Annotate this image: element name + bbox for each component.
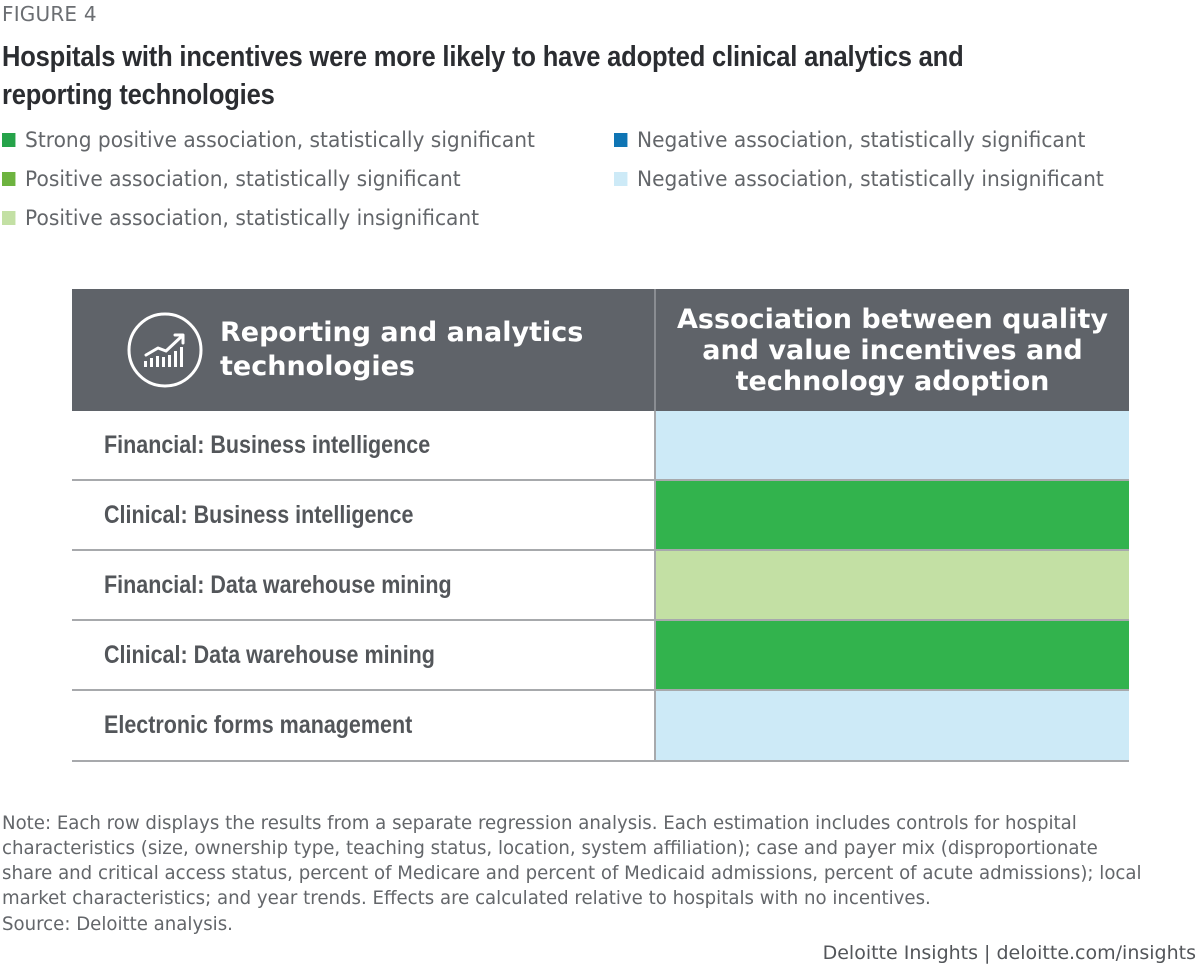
association-cell xyxy=(656,411,1129,479)
legend-label: Positive association, statistically insi… xyxy=(25,206,480,230)
row-label-cell: Clinical: Data warehouse mining xyxy=(72,621,656,689)
footnote: Note: Each row displays the results from… xyxy=(2,812,1142,909)
table-body: Financial: Business intelligence Clinical… xyxy=(72,411,1129,762)
row-label: Electronic forms management xyxy=(104,711,413,739)
row-label: Financial: Data warehouse mining xyxy=(104,570,452,599)
row-label: Clinical: Data warehouse mining xyxy=(104,640,435,669)
chart-title: Hospitals with incentives were more like… xyxy=(2,41,964,111)
association-cell xyxy=(656,691,1129,760)
header-technologies: Reporting and analytics technologies xyxy=(72,289,656,411)
row-label: Financial: Business intelligence xyxy=(104,430,431,459)
legend: Strong positive association, statistical… xyxy=(0,124,1200,234)
table-row: Electronic forms management xyxy=(72,691,1129,762)
header-association: Association between quality and value in… xyxy=(656,289,1129,411)
table-header: Reporting and analytics technologies Ass… xyxy=(72,289,1129,411)
association-cell xyxy=(656,551,1129,619)
row-label-cell: Financial: Business intelligence xyxy=(72,411,656,479)
association-cell xyxy=(656,621,1129,689)
row-label-cell: Clinical: Business intelligence xyxy=(72,481,656,549)
association-table: Reporting and analytics technologies Ass… xyxy=(72,289,1129,762)
legend-label: Strong positive association, statistical… xyxy=(25,128,535,152)
row-label-cell: Electronic forms management xyxy=(72,691,656,760)
header-left-label: Reporting and analytics technologies xyxy=(220,317,584,382)
source-note: Source: Deloitte analysis. xyxy=(2,913,233,935)
legend-swatch xyxy=(2,133,16,147)
association-cell xyxy=(656,481,1129,549)
legend-item-positive-significant: Positive association, statistically sign… xyxy=(2,167,461,191)
legend-label: Positive association, statistically sign… xyxy=(25,167,461,191)
table-row: Clinical: Business intelligence xyxy=(72,481,1129,551)
figure-label: FIGURE 4 xyxy=(2,2,97,26)
table-row: Financial: Business intelligence xyxy=(72,411,1129,481)
legend-label: Negative association, statistically insi… xyxy=(637,167,1104,191)
legend-item-negative-significant: Negative association, statistically sign… xyxy=(614,128,1085,152)
table-row: Clinical: Data warehouse mining xyxy=(72,621,1129,691)
legend-label: Negative association, statistically sign… xyxy=(637,128,1086,152)
legend-swatch xyxy=(614,133,628,147)
row-label: Clinical: Business intelligence xyxy=(104,500,414,529)
chart-growth-icon xyxy=(127,312,203,388)
legend-item-positive-insignificant: Positive association, statistically insi… xyxy=(2,206,479,230)
legend-swatch xyxy=(2,172,16,186)
legend-item-negative-insignificant: Negative association, statistically insi… xyxy=(614,167,1104,191)
footer-credit: Deloitte Insights | deloitte.com/insight… xyxy=(822,942,1196,964)
row-label-cell: Financial: Data warehouse mining xyxy=(72,551,656,619)
legend-item-strong-positive-significant: Strong positive association, statistical… xyxy=(2,128,535,152)
legend-swatch xyxy=(614,172,628,186)
legend-swatch xyxy=(2,211,16,225)
header-right-label: Association between quality and value in… xyxy=(677,303,1108,397)
table-row: Financial: Data warehouse mining xyxy=(72,551,1129,621)
